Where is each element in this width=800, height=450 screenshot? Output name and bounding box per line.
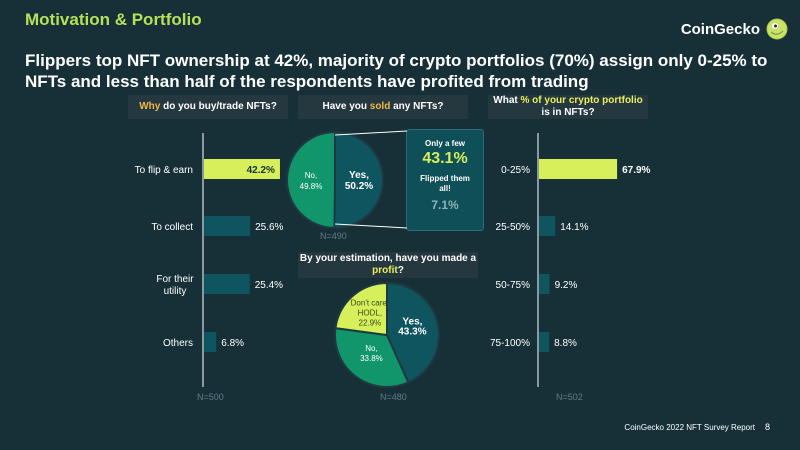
brand-name: CoinGecko (680, 20, 760, 38)
gecko-logo-icon (766, 18, 788, 40)
portfolio-share-bar-chart: 0-25% 67.9% 25-50% 14.1% 50-75% 9.2% 75-100% 8.… (490, 133, 651, 387)
bar-value-label: 42.2% (247, 165, 275, 176)
bar (204, 216, 251, 236)
pie-slice (286, 130, 336, 230)
category-label: 75-100% (490, 338, 530, 349)
pie-slice (334, 281, 388, 337)
pie-slice-label: No, 33.8% (360, 344, 383, 363)
n-why: N=500 (197, 392, 224, 402)
question-box-sold: Have you sold any NFTs? (298, 95, 468, 119)
category-label: To collect (151, 222, 193, 233)
bar (204, 332, 217, 352)
question-box-profit: By your estimation, have you made a prof… (298, 252, 478, 278)
pie-slice-label: Don't care, HODL, 22.9% (351, 298, 389, 327)
section-title: Motivation & Portfolio (25, 10, 202, 29)
bar-value-label: 14.1% (560, 222, 588, 233)
category-label: 25-50% (496, 222, 531, 233)
bar (204, 274, 250, 294)
question-box-portfolio: What % of your crypto portfolio is in NF… (488, 95, 648, 119)
bar (539, 332, 550, 352)
bar (204, 159, 280, 179)
callout-title: Only a few (424, 139, 465, 148)
category-label: Others (163, 338, 193, 349)
bar-value-label: 67.9% (622, 165, 650, 176)
category-label: 50-75% (496, 280, 531, 291)
headline: Flippers top NFT ownership at 42%, major… (25, 51, 768, 91)
profit-pie-chart: Yes, 43.3% No, 33.8% Don't care, HODL, 22.9% (334, 281, 440, 388)
n-portfolio: N=502 (556, 392, 583, 402)
bar-value-label: 25.6% (255, 222, 283, 233)
n-sold: N=490 (320, 231, 347, 241)
category-label: For their utility (156, 274, 194, 297)
pie-slice-label: Yes, 50.2% (345, 170, 373, 192)
callout-subvalue: 7.1% (431, 198, 459, 212)
callout-value: 43.1% (422, 150, 468, 167)
callout-subtitle: Flipped them all! (420, 174, 470, 193)
question-highlight: profit (372, 265, 398, 276)
question-highlight: sold (369, 101, 391, 112)
brand-logo: CoinGecko (681, 18, 788, 40)
pie-slice (334, 327, 410, 388)
bar-value-label: 8.8% (554, 338, 577, 349)
pie-slice (386, 281, 440, 384)
bar-value-label: 6.8% (221, 338, 244, 349)
footer-source: CoinGecko 2022 NFT Survey Report (624, 423, 755, 432)
flippers-callout: Only a few 43.1% Flipped them all! 7.1% (406, 129, 484, 231)
callout-connector (335, 130, 408, 229)
bar-value-label: 9.2% (555, 280, 578, 291)
why-buy-bar-chart: To flip & earn 42.2% To collect 25.6% For th… (135, 133, 284, 387)
question-highlight: % of your crypto portfolio (520, 95, 643, 106)
bar (539, 216, 556, 236)
question-highlight: Why (139, 101, 161, 112)
category-label: 0-25% (501, 165, 530, 176)
pie-slice-label: No, 49.8% (300, 171, 323, 191)
bar-value-label: 25.4% (255, 280, 283, 291)
bar (539, 274, 550, 294)
n-profit: N=480 (380, 392, 407, 402)
page-number: 8 (764, 422, 770, 432)
category-label: To flip & earn (135, 165, 193, 176)
question-box-why: Why do you buy/trade NFTs? (128, 95, 288, 119)
pie-slice-label: Yes, 43.3% (398, 317, 426, 338)
bar (539, 159, 618, 179)
